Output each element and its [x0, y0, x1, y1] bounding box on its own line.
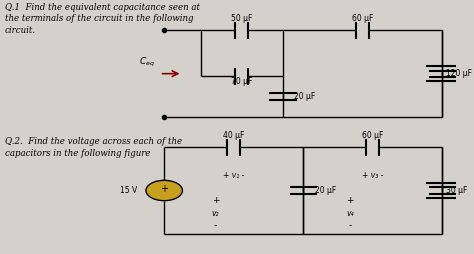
Circle shape	[146, 180, 182, 201]
Text: 30 μF: 30 μF	[446, 186, 467, 195]
Text: $C_{eq}$: $C_{eq}$	[139, 55, 155, 69]
Text: +: +	[346, 196, 354, 205]
Text: v₂: v₂	[212, 209, 219, 218]
Text: 60 μF: 60 μF	[352, 14, 373, 23]
Text: 15 V: 15 V	[119, 186, 137, 195]
Text: 70 μF: 70 μF	[231, 77, 253, 86]
Text: 20 μF: 20 μF	[294, 92, 315, 101]
Text: + v₃ -: + v₃ -	[362, 171, 383, 180]
Text: +: +	[160, 184, 168, 194]
Text: +: +	[212, 196, 219, 205]
Text: -: -	[214, 221, 217, 231]
Text: -: -	[348, 221, 352, 231]
Text: Q.1  Find the equivalent capacitance seen at
the terminals of the circuit in the: Q.1 Find the equivalent capacitance seen…	[5, 3, 200, 35]
Text: 40 μF: 40 μF	[223, 131, 245, 140]
Text: Q.2.  Find the voltage across each of the
capacitors in the following figure: Q.2. Find the voltage across each of the…	[5, 137, 182, 158]
Text: + v₁ -: + v₁ -	[223, 171, 245, 180]
Text: 50 μF: 50 μF	[231, 14, 253, 23]
Text: 120 μF: 120 μF	[446, 69, 472, 78]
Text: v₄: v₄	[346, 209, 354, 218]
Text: 60 μF: 60 μF	[362, 131, 383, 140]
Text: 20 μF: 20 μF	[315, 186, 336, 195]
